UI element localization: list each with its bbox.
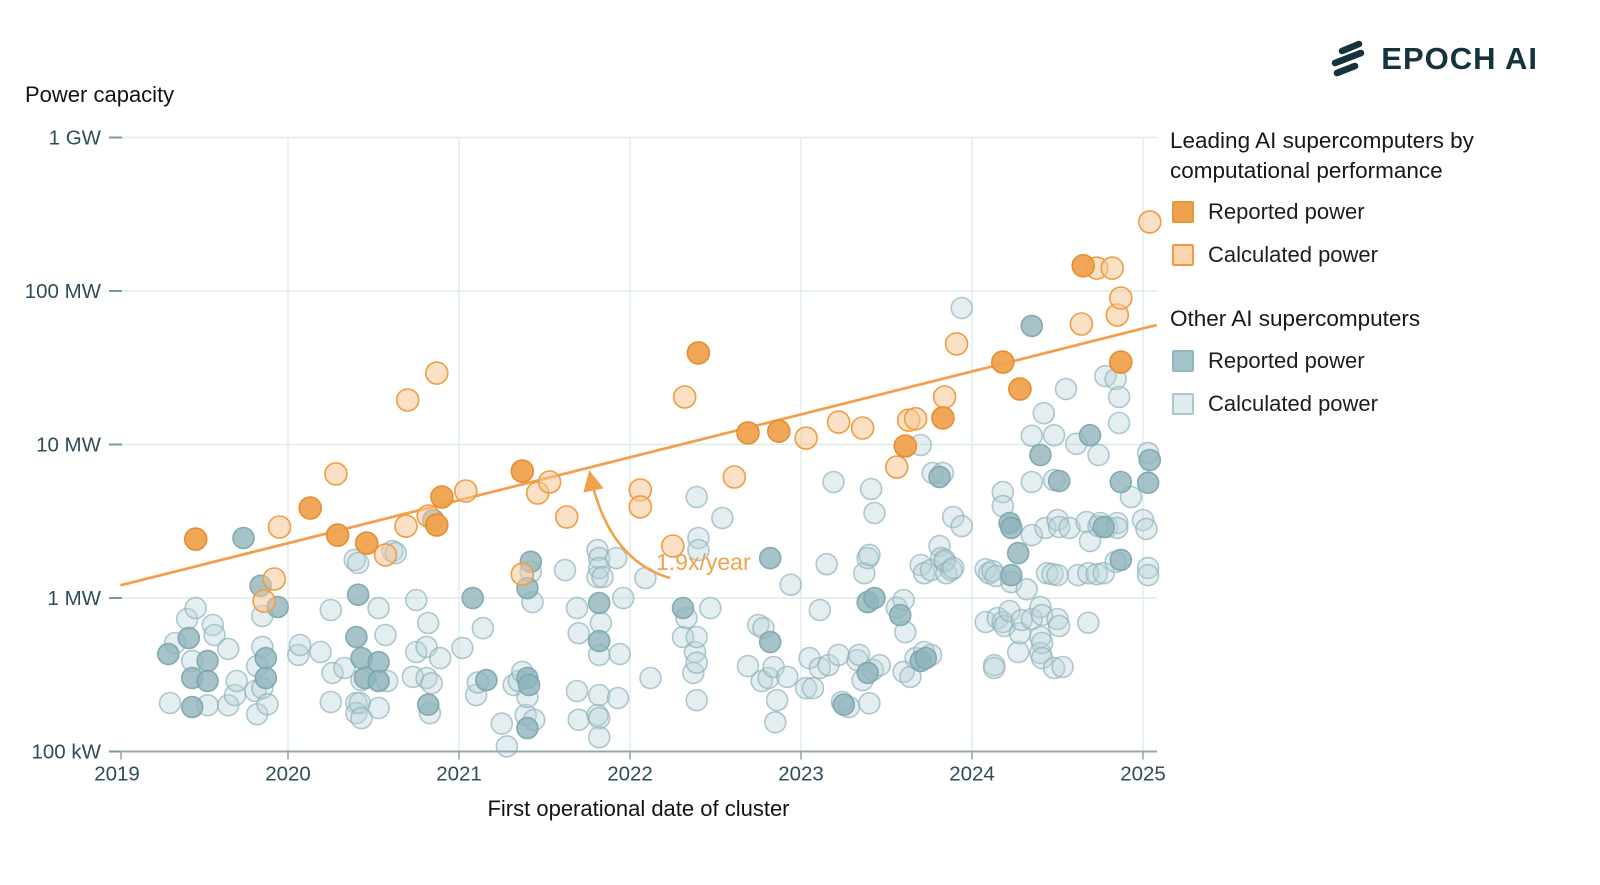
- svg-text:2021: 2021: [436, 763, 482, 786]
- svg-text:2019: 2019: [94, 763, 140, 786]
- legend-item-label: Reported power: [1208, 199, 1365, 225]
- epoch-ai-logo-text: EPOCH AI: [1381, 41, 1538, 76]
- svg-text:2020: 2020: [265, 763, 311, 786]
- x-axis-title: First operational date of cluster: [487, 796, 790, 821]
- svg-text:2024: 2024: [949, 763, 995, 786]
- other-calculated-swatch: [1172, 393, 1194, 416]
- epoch-ai-logo-icon: [1327, 38, 1369, 80]
- trend-line: [120, 323, 1158, 587]
- svg-text:2022: 2022: [607, 763, 653, 786]
- legend-group-other: Other AI supercomputers Reported power C…: [1170, 304, 1560, 417]
- leading-calculated-swatch: [1172, 244, 1194, 267]
- legend-group-title: Leading AI supercomputers by computation…: [1170, 128, 1474, 183]
- svg-text:2025: 2025: [1120, 763, 1166, 786]
- legend-group-title: Other AI supercomputers: [1170, 306, 1421, 332]
- other-reported-swatch: [1172, 350, 1194, 373]
- y-axis-title: Power capacity: [25, 82, 175, 107]
- legend-item-leading-reported: Reported power: [1172, 199, 1560, 225]
- legend-item-label: Calculated power: [1208, 242, 1378, 268]
- legend-item-other-calculated: Calculated power: [1172, 391, 1560, 417]
- legend-group-leading: Leading AI supercomputers by computation…: [1170, 126, 1560, 268]
- epoch-ai-logo: EPOCH AI: [1327, 38, 1538, 80]
- legend-item-other-reported: Reported power: [1172, 348, 1560, 374]
- growth-annotation-arrow: [583, 470, 671, 580]
- chart-legend: Leading AI supercomputers by computation…: [1170, 126, 1560, 434]
- legend-item-leading-calculated: Calculated power: [1172, 242, 1560, 268]
- growth-annotation-label: 1.9x/year: [656, 549, 751, 575]
- svg-text:2023: 2023: [778, 763, 824, 786]
- svg-text:100 MW: 100 MW: [25, 280, 102, 303]
- svg-text:10 MW: 10 MW: [36, 434, 102, 457]
- svg-text:100 kW: 100 kW: [32, 741, 102, 764]
- svg-text:1 MW: 1 MW: [47, 587, 101, 610]
- legend-item-label: Calculated power: [1208, 391, 1378, 417]
- legend-item-label: Reported power: [1208, 348, 1365, 374]
- data-points: [157, 296, 1162, 758]
- leading-reported-swatch: [1172, 201, 1194, 224]
- svg-text:1 GW: 1 GW: [49, 127, 102, 150]
